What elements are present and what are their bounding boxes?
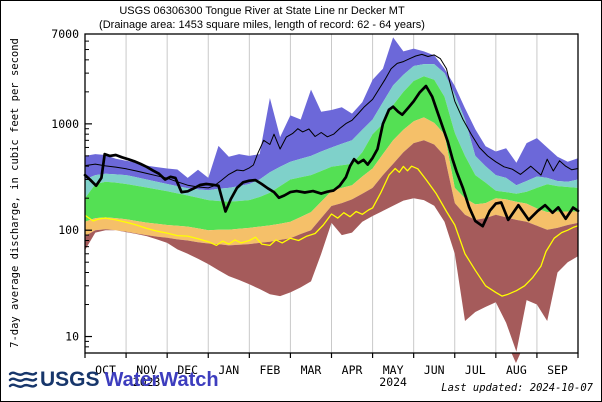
year-label-2023: 2023 xyxy=(133,375,161,389)
usgs-waterwatch-logo[interactable]: USGS WaterWatch xyxy=(8,368,219,392)
chart-subtitle: (Drainage area: 1453 square miles, lengt… xyxy=(99,19,425,31)
last-updated-text: Last updated: 2024-10-07 xyxy=(441,382,593,394)
y-tick-label-10: 10 xyxy=(65,330,79,344)
month-label-MAR: MAR xyxy=(301,363,322,377)
month-label-DEC: DEC xyxy=(177,363,198,377)
y-axis-ticks: 7000 1000 100 10 xyxy=(51,27,92,348)
chart-title: USGS 06306300 Tongue River at State Line… xyxy=(119,5,405,17)
band-percentile-10-25 xyxy=(85,117,578,246)
mean-line xyxy=(84,53,579,189)
percentile-bands xyxy=(85,37,578,352)
min-below-scale-arrow xyxy=(511,353,521,363)
current-year-line xyxy=(83,84,580,228)
month-label-SEP: SEP xyxy=(547,363,568,377)
month-label-MAY: MAY xyxy=(383,363,404,377)
month-label-JUL: JUL xyxy=(465,363,486,377)
month-labels: OCT NOV DEC JAN FEB MAR APR MAY JUN JUL AUG SEP xyxy=(95,363,568,377)
month-label-NOV: NOV xyxy=(136,363,157,377)
year-labels: 2023 2024 xyxy=(133,375,407,389)
month-label-AUG: AUG xyxy=(506,363,527,377)
yellow-line xyxy=(84,165,579,297)
year-label-2024: 2024 xyxy=(379,375,407,389)
band-percentile-90-to-max xyxy=(85,37,578,191)
y-axis-title: 7-day average discharge, in cubic feet p… xyxy=(9,38,21,348)
x-axis-ticks xyxy=(84,353,579,358)
logo-usgs-text: USGS xyxy=(40,368,100,391)
month-label-APR: APR xyxy=(342,363,363,377)
y-tick-label-100: 100 xyxy=(58,223,79,237)
band-percentile-25-75 xyxy=(85,76,578,231)
band-percentile-min-10 xyxy=(85,140,578,352)
usgs-waves-icon xyxy=(8,368,38,392)
month-label-JUN: JUN xyxy=(424,363,445,377)
month-label-OCT: OCT xyxy=(95,363,116,377)
y-tick-label-7000: 7000 xyxy=(51,27,79,41)
month-label-JAN: JAN xyxy=(218,363,239,377)
month-label-FEB: FEB xyxy=(259,363,280,377)
band-percentile-75-90 xyxy=(85,64,578,202)
logo-waterwatch-text: WaterWatch xyxy=(104,368,219,391)
y-tick-label-1000: 1000 xyxy=(51,117,79,131)
chart-title-block: USGS 06306300 Tongue River at State Line… xyxy=(1,4,523,32)
